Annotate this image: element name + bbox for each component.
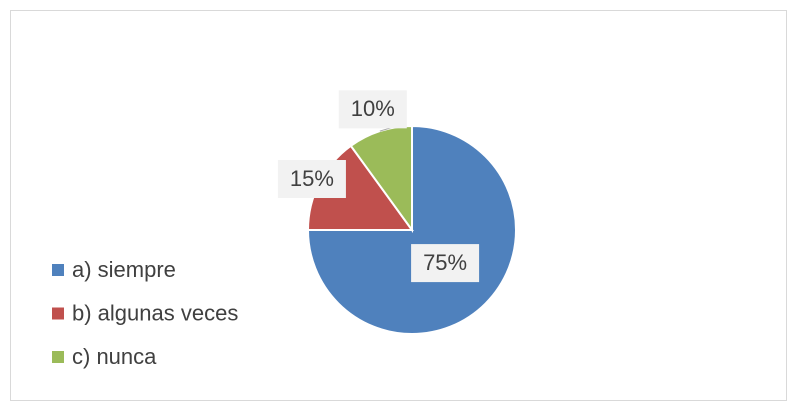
data-label: 10%: [351, 96, 395, 121]
data-label-box: [338, 90, 407, 129]
legend-label: b) algunas veces: [72, 300, 238, 325]
pie-slice: [349, 124, 413, 234]
legend-swatch: [52, 264, 64, 276]
legend-swatch: [52, 307, 64, 320]
data-label-box: [277, 160, 346, 199]
data-label: 75%: [423, 250, 467, 275]
data-label-box: [411, 244, 480, 283]
legend-label: a) siempre: [72, 257, 176, 282]
legend-label: c) nunca: [72, 344, 157, 369]
legend-swatch: [52, 351, 64, 363]
data-label: 15%: [290, 166, 334, 191]
